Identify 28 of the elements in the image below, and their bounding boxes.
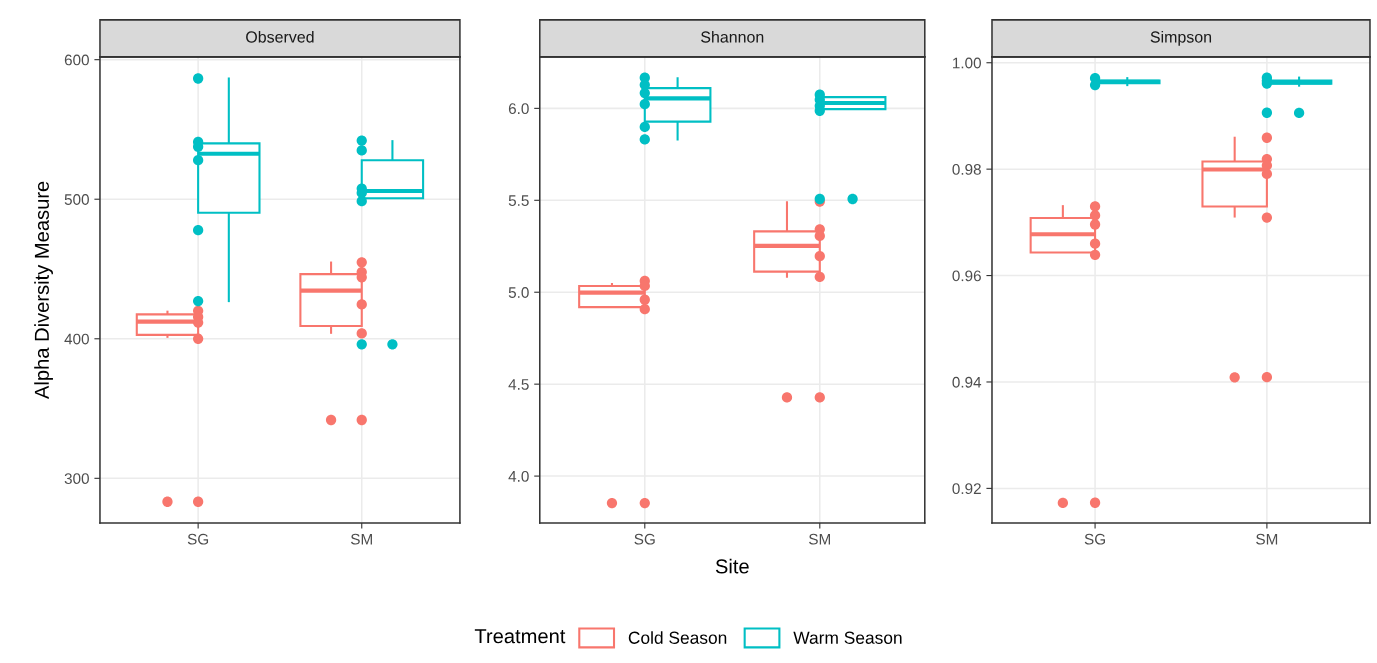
legend-label: Warm Season	[793, 631, 902, 644]
legend-label: Cold Season	[628, 631, 727, 644]
x-axis-title: Site	[715, 558, 749, 574]
y-tick-label: 5.0	[508, 287, 529, 298]
y-tick-label: 0.92	[952, 483, 981, 495]
x-tick-label: SG	[634, 533, 655, 545]
x-tick-label: SM	[350, 533, 372, 545]
y-tick-label: 500	[64, 194, 89, 205]
y-tick-label: 0.96	[952, 270, 981, 282]
y-tick-label: 4.0	[508, 470, 529, 482]
x-tick-label: SG	[1084, 533, 1105, 545]
y-tick-label: 1.00	[953, 57, 981, 69]
x-tick-label: SM	[1256, 533, 1278, 545]
chart-title: Observed	[246, 30, 314, 43]
y-tick-label: 6.0	[508, 103, 529, 115]
chart-title: Shannon	[701, 30, 764, 43]
y-tick-label: 0.94	[952, 376, 982, 388]
chart-title: Simpson	[1150, 30, 1212, 46]
legend-title: Treatment	[474, 629, 566, 644]
x-tick-label: SG	[187, 533, 209, 545]
x-tick-label: SM	[809, 533, 830, 545]
y-tick-label: 5.5	[508, 195, 529, 206]
y-tick-label: 400	[64, 333, 89, 345]
y-tick-label: 300	[64, 473, 89, 485]
y-tick-label: 0.98	[952, 164, 981, 175]
y-axis-title: Alpha Diversity Measure	[34, 181, 53, 400]
y-tick-label: 600	[64, 54, 89, 66]
y-tick-label: 4.5	[508, 379, 529, 390]
